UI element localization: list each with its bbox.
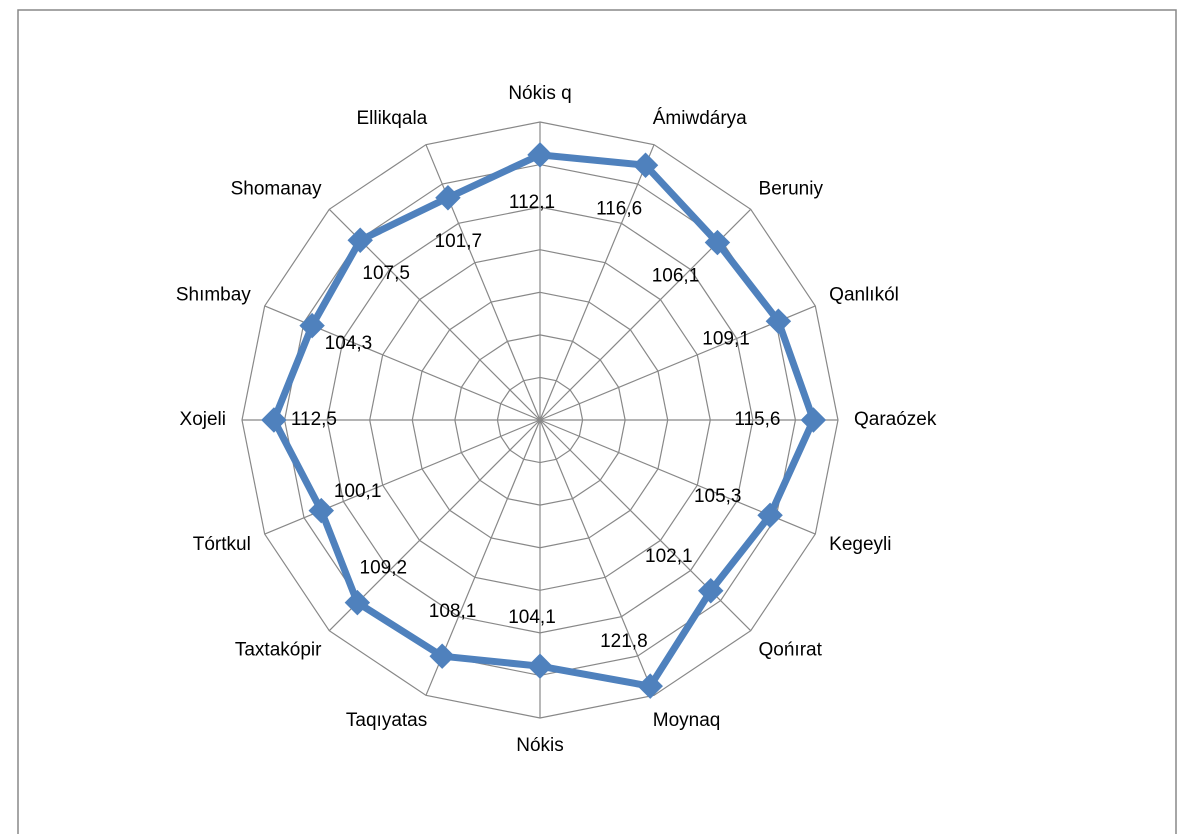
marker bbox=[765, 308, 792, 334]
category-label: Ellikqala bbox=[356, 108, 427, 129]
spoke bbox=[264, 419, 541, 535]
marker bbox=[344, 589, 371, 616]
marker bbox=[299, 312, 325, 339]
data-label: 109,2 bbox=[360, 558, 408, 579]
data-label: 106,1 bbox=[652, 266, 700, 287]
category-label: Qońırat bbox=[759, 640, 823, 661]
data-label: 121,8 bbox=[600, 631, 648, 652]
data-label: 116,6 bbox=[596, 199, 642, 220]
marker bbox=[632, 152, 659, 178]
spoke bbox=[328, 419, 541, 632]
category-label: Nókis bbox=[516, 735, 564, 756]
marker bbox=[704, 229, 731, 256]
marker bbox=[527, 653, 553, 679]
category-label: Kegeyli bbox=[829, 534, 891, 555]
category-label: Ámiwdárya bbox=[653, 108, 747, 129]
data-label: 102,1 bbox=[645, 546, 693, 567]
marker bbox=[800, 407, 827, 433]
category-label: Tórtkul bbox=[193, 534, 251, 555]
marker bbox=[429, 643, 455, 669]
category-label: Shımbay bbox=[176, 284, 251, 305]
category-label: Xojeli bbox=[180, 409, 226, 430]
data-label: 104,1 bbox=[508, 607, 556, 628]
data-label: 115,6 bbox=[734, 409, 780, 430]
category-label: Nókis q bbox=[508, 83, 571, 104]
category-label: Taqıyatas bbox=[346, 710, 427, 731]
marker bbox=[527, 142, 553, 168]
data-label: 112,5 bbox=[291, 409, 337, 430]
data-label: 101,7 bbox=[435, 231, 483, 252]
data-label: 105,3 bbox=[694, 486, 742, 507]
data-label: 108,1 bbox=[429, 601, 477, 622]
category-label: Taxtakópir bbox=[235, 640, 322, 661]
chart-frame bbox=[17, 9, 1177, 834]
data-label: 112,1 bbox=[509, 192, 555, 213]
category-label: Qaraózek bbox=[854, 409, 937, 430]
category-label: Moynaq bbox=[653, 710, 721, 731]
marker bbox=[347, 227, 373, 253]
category-label: Beruniy bbox=[759, 178, 824, 199]
marker bbox=[637, 673, 663, 699]
marker bbox=[261, 407, 287, 433]
marker bbox=[757, 502, 783, 529]
category-label: Qanlıkól bbox=[829, 284, 899, 305]
data-label: 104,3 bbox=[325, 333, 373, 354]
spoke bbox=[539, 419, 655, 696]
category-label: Shomanay bbox=[231, 178, 322, 199]
data-label: 109,1 bbox=[702, 329, 750, 350]
marker bbox=[698, 578, 724, 604]
spoke bbox=[539, 144, 655, 421]
data-label: 100,1 bbox=[334, 481, 382, 502]
data-label: 107,5 bbox=[362, 263, 410, 284]
marker bbox=[435, 185, 461, 211]
